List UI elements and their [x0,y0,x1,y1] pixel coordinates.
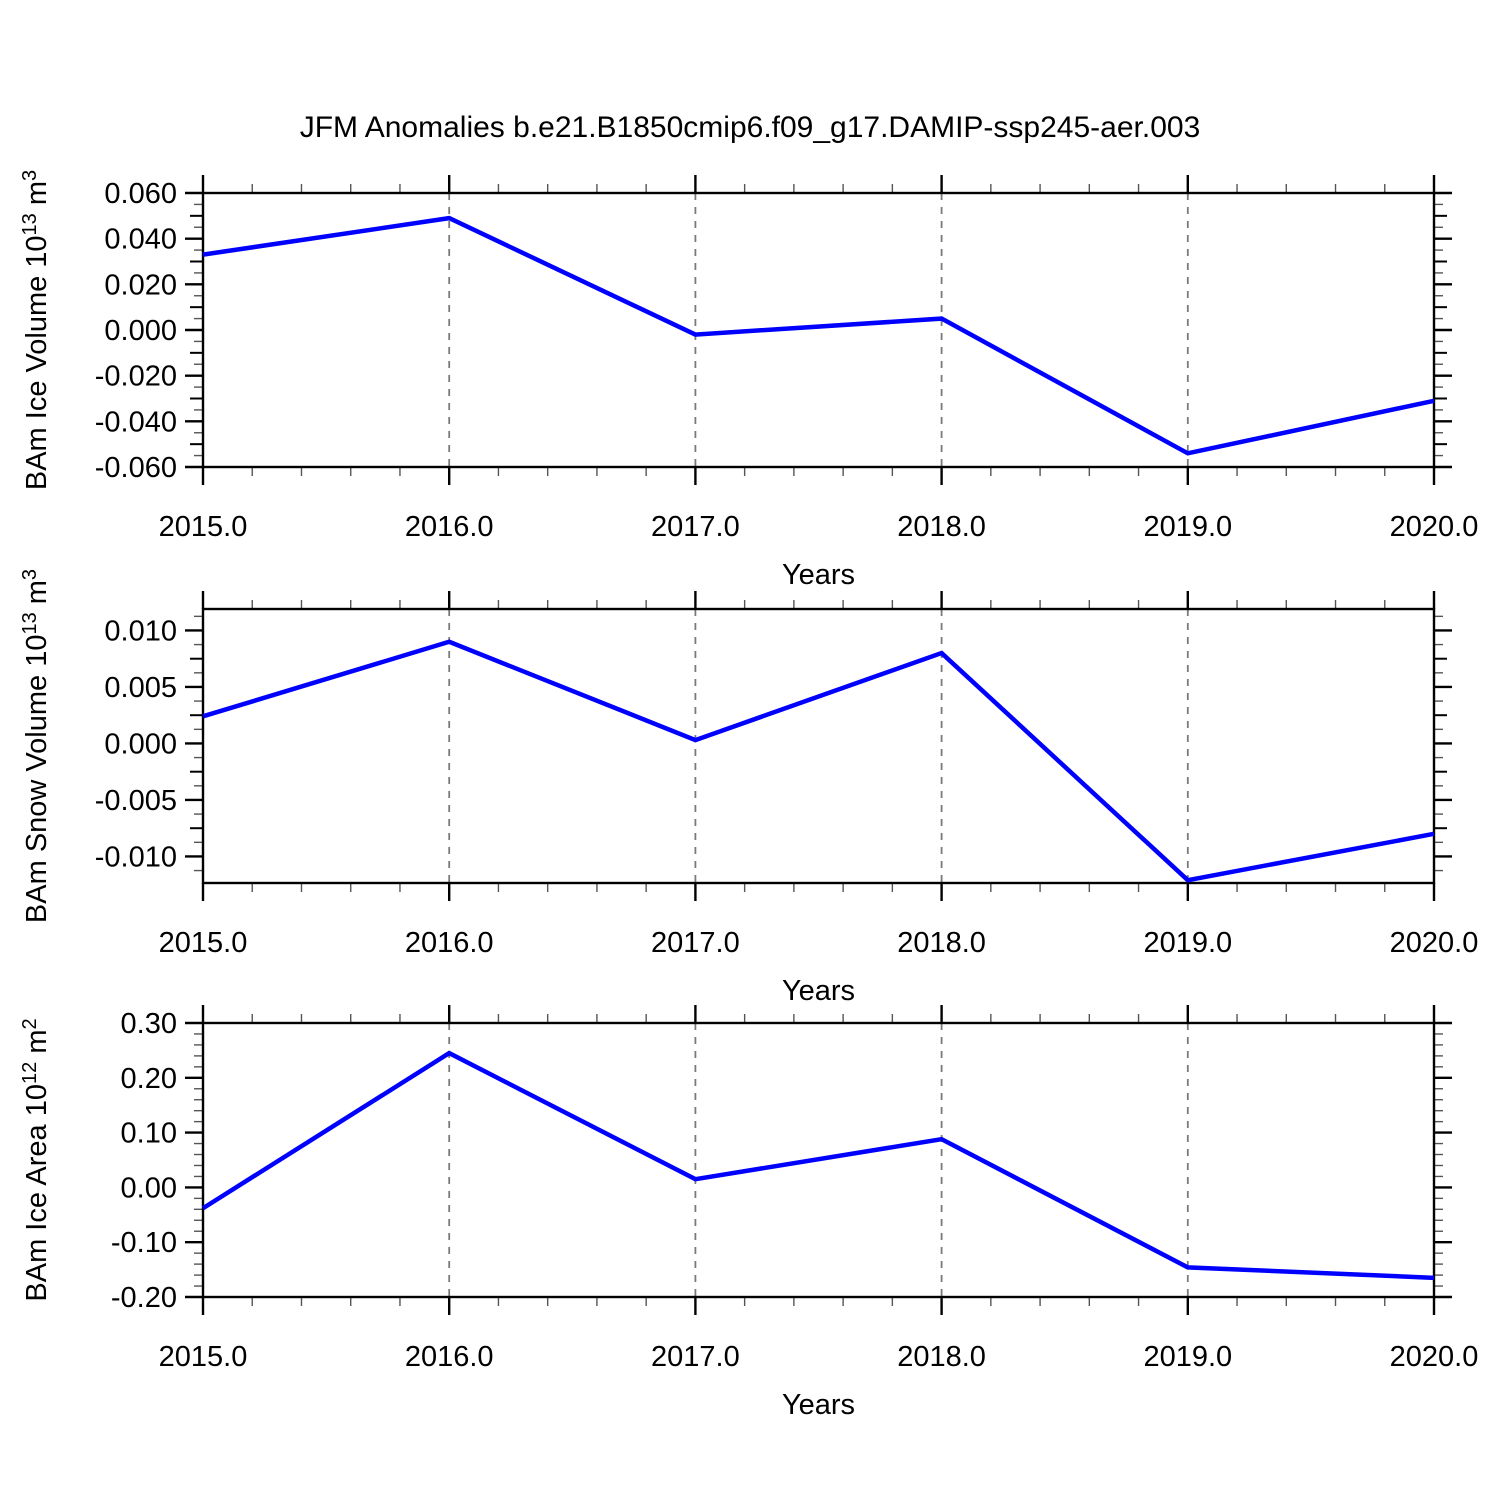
x-tick-label: 2019.0 [1143,927,1232,959]
x-tick-label: 2015.0 [159,1341,248,1373]
x-tick-label: 2017.0 [651,927,740,959]
plot-frame [201,607,1436,885]
data-line-ice-area [201,1050,1435,1281]
data-line-ice-volume [202,215,1435,456]
plot-frame [201,1021,1436,1299]
figure-title: JFM Anomalies b.e21.B1850cmip6.f09_g17.D… [300,111,1201,144]
y-tick-label: -0.010 [95,841,177,873]
y-tick-label: 0.010 [104,615,177,647]
y-axis-title: BAm Ice Area 1012 m2 [19,1018,53,1301]
y-tick-label: -0.20 [111,1282,177,1314]
x-tick-label: 2019.0 [1143,1341,1232,1373]
x-axis-title: Years [782,975,855,1007]
y-tick-label: 0.10 [121,1118,177,1150]
y-tick-label: 0.000 [104,315,177,347]
y-tick-label: 0.020 [104,269,177,301]
x-tick-label: 2015.0 [159,511,248,543]
x-tick-label: 2016.0 [405,927,494,959]
y-tick-label: -0.020 [95,361,177,393]
y-tick-label: 0.30 [121,1008,177,1040]
x-tick-label: 2019.0 [1143,511,1232,543]
panel-snow-volume: 0.010 0.005 0.000 -0.005 -0.010 2015.0 2016.0 2… [19,569,1478,1007]
y-tick-label: -0.005 [95,785,177,817]
y-tick-label: 0.00 [121,1172,177,1204]
y-tick-label: 0.005 [104,672,177,704]
x-tick-label: 2018.0 [897,511,986,543]
x-axis-title: Years [782,1389,855,1421]
y-tick-label: -0.060 [95,452,177,484]
x-tick-label: 2018.0 [897,1341,986,1373]
x-tick-label: 2017.0 [651,511,740,543]
data-line-snow-volume [202,639,1435,883]
panel-ice-volume: 0.060 0.040 0.020 0.000 -0.020 -0.040 -0.060 20… [19,170,1478,591]
y-tick-label: 0.000 [104,728,177,760]
x-tick-label: 2016.0 [405,511,494,543]
x-tick-label: 2018.0 [897,927,986,959]
x-tick-label: 2015.0 [159,927,248,959]
x-tick-label: 2017.0 [651,1341,740,1373]
panel-ice-area: 0.30 0.20 0.10 0.00 -0.10 -0.20 2015.0 2016.0 20… [19,1005,1478,1421]
y-tick-label: -0.040 [95,406,177,438]
y-tick-label: -0.10 [111,1227,177,1259]
plot-frame [201,191,1436,469]
y-tick-label: 0.040 [104,224,177,256]
x-tick-label: 2016.0 [405,1341,494,1373]
x-axis-title: Years [782,559,855,591]
y-axis-title: BAm Snow Volume 1013 m3 [19,569,53,923]
x-tick-label: 2020.0 [1390,1341,1479,1373]
x-tick-label: 2020.0 [1390,511,1479,543]
y-axis-title: BAm Ice Volume 1013 m3 [19,170,53,490]
y-tick-label: 0.20 [121,1063,177,1095]
y-tick-label: 0.060 [104,178,177,210]
x-tick-label: 2020.0 [1390,927,1479,959]
